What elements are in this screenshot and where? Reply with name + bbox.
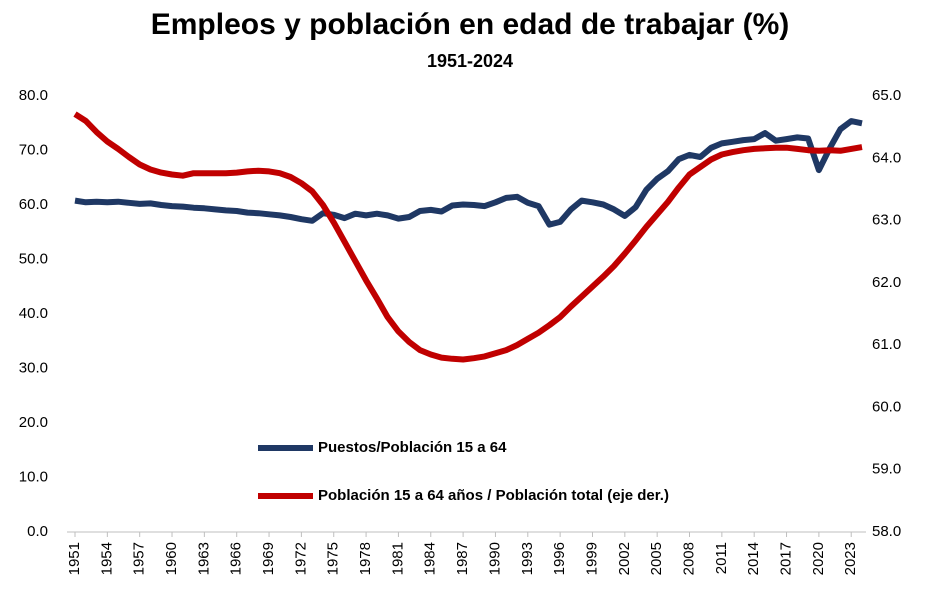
x-tick-label: 1951 xyxy=(66,542,83,575)
x-tick-label: 1960 xyxy=(163,542,180,575)
y2-tick-label: 63.0 xyxy=(872,212,901,229)
x-tick-label: 2005 xyxy=(648,542,665,575)
x-tick-label: 1969 xyxy=(260,542,277,575)
x-tick-label: 2014 xyxy=(745,542,762,575)
y-tick-label: 20.0 xyxy=(19,414,48,431)
x-tick-label: 1975 xyxy=(325,542,342,575)
y2-tick-label: 62.0 xyxy=(872,274,901,291)
chart-title: Empleos y población en edad de trabajar … xyxy=(151,8,789,41)
x-tick-label: 1957 xyxy=(131,542,148,575)
x-tick-label: 1996 xyxy=(551,542,568,575)
y2-tick-label: 61.0 xyxy=(872,336,901,353)
x-tick-label: 1978 xyxy=(357,542,374,575)
y-tick-label: 80.0 xyxy=(19,87,48,104)
legend-label: Puestos/Población 15 a 64 xyxy=(318,439,507,456)
x-tick-label: 1987 xyxy=(454,542,471,575)
x-tick-label: 1993 xyxy=(519,542,536,575)
y2-tick-label: 59.0 xyxy=(872,461,901,478)
x-tick-label: 1966 xyxy=(228,542,245,575)
y-tick-label: 30.0 xyxy=(19,359,48,376)
y2-tick-label: 60.0 xyxy=(872,398,901,415)
y2-tick-label: 64.0 xyxy=(872,149,901,166)
x-tick-label: 2008 xyxy=(680,542,697,575)
series-line xyxy=(73,111,863,363)
x-tick-label: 2020 xyxy=(810,542,827,575)
chart-subtitle: 1951-2024 xyxy=(427,51,513,71)
y2-tick-label: 65.0 xyxy=(872,87,901,104)
y-tick-label: 0.0 xyxy=(27,523,48,540)
legend-label: Población 15 a 64 años / Población total… xyxy=(318,487,669,504)
x-tick-label: 2002 xyxy=(616,542,633,575)
y2-tick-label: 58.0 xyxy=(872,523,901,540)
x-tick-label: 2011 xyxy=(713,542,730,574)
x-tick-label: 1984 xyxy=(422,542,439,575)
y-tick-label: 50.0 xyxy=(19,250,48,267)
x-tick-label: 1981 xyxy=(389,542,406,575)
y-tick-label: 60.0 xyxy=(19,196,48,213)
x-tick-label: 1972 xyxy=(292,542,309,575)
y-tick-label: 10.0 xyxy=(19,468,48,485)
x-tick-label: 2023 xyxy=(842,542,859,575)
x-tick-label: 2017 xyxy=(778,542,795,575)
x-tick-label: 1999 xyxy=(583,542,600,575)
series-line xyxy=(74,118,863,228)
x-tick-label: 1990 xyxy=(486,542,503,575)
y-tick-label: 70.0 xyxy=(19,141,48,158)
x-tick-label: 1963 xyxy=(195,542,212,575)
x-tick-label: 1954 xyxy=(98,542,115,575)
y-tick-label: 40.0 xyxy=(19,305,48,322)
